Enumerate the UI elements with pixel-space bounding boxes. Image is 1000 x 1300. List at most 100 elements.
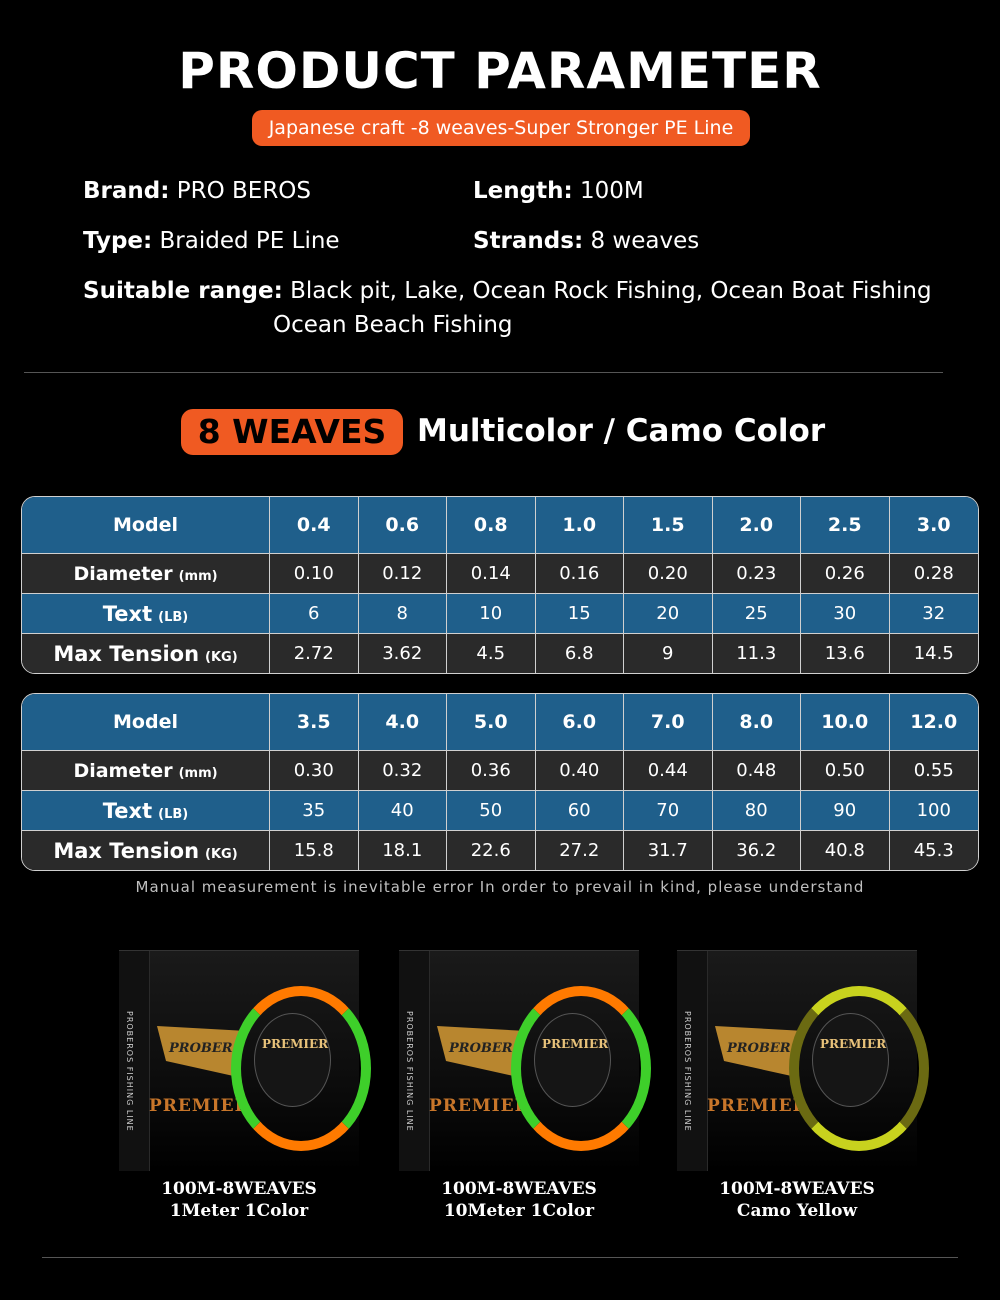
table-row-text: Text (LB) 6 8 10 15 20 25 30 32 [22,594,978,634]
diameter-cell: 0.55 [889,751,978,791]
tension-cell: 36.2 [712,831,801,870]
premier-text: PREMIER [429,1096,530,1116]
subtitle-badge: Japanese craft -8 weaves-Super Stronger … [252,110,750,146]
table-row-diameter: Diameter (mm) 0.30 0.32 0.36 0.40 0.44 0.48 0.5… [22,751,978,791]
tension-cell: 40.8 [801,831,890,870]
product-card: PROBEROS FISHING LINE PROBER PREMIER PREMIE… [119,950,371,1230]
table-row-tension: Max Tension (KG) 15.8 18.1 22.6 27.2 31.7 36.2… [22,831,978,870]
tension-cell: 9 [624,634,713,673]
product-box-image: PROBEROS FISHING LINE PROBER PREMIER PREMIE… [399,950,651,1171]
model-cell: 0.4 [270,497,359,554]
tension-cell: 13.6 [801,634,890,673]
product-caption-line1: 100M-8WEAVES [441,1179,597,1199]
text-cell: 25 [712,594,801,634]
text-cell: 15 [535,594,624,634]
product-caption: 100M-8WEAVES 1Meter 1Color [119,1178,359,1222]
brand-name: PROBER [727,1041,791,1056]
row-label-model: Model [22,694,270,751]
row-label-tension: Max Tension (KG) [22,634,270,673]
table-row-tension: Max Tension (KG) 2.72 3.62 4.5 6.8 9 11.3 13.6 1… [22,634,978,673]
row-label-diameter-text: Diameter [73,759,173,782]
product-caption-line1: 100M-8WEAVES [161,1179,317,1199]
diameter-cell: 0.12 [358,554,447,594]
product-box-image: PROBEROS FISHING LINE PROBER PREMIER PREMIE… [677,950,929,1171]
tension-cell: 31.7 [624,831,713,870]
table-row-text: Text (LB) 35 40 50 60 70 80 90 100 [22,791,978,831]
diameter-cell: 0.20 [624,554,713,594]
page-title: PRODUCT PARAMETER [178,42,822,100]
spec-strands: Strands: 8 weaves [473,228,699,254]
product-caption-line2: 1Meter 1Color [169,1201,309,1221]
brand-name: PROBER [169,1041,233,1056]
row-label-text-unit: (LB) [158,806,189,822]
diameter-cell: 0.10 [270,554,359,594]
model-cell: 2.5 [801,497,890,554]
row-label-diameter: Diameter (mm) [22,554,270,594]
brand-name: PROBER [449,1041,513,1056]
product-box-image: PROBEROS FISHING LINE PROBER PREMIER PREMIE… [119,950,371,1171]
text-cell: 30 [801,594,890,634]
tension-cell: 14.5 [889,634,978,673]
box-side-panel: PROBEROS FISHING LINE [119,951,150,1171]
model-cell: 5.0 [447,694,536,751]
row-label-diameter-unit: (mm) [178,765,218,781]
spec-brand-value: PRO BEROS [176,178,312,204]
spec-table-1: Model 0.4 0.6 0.8 1.0 1.5 2.0 2.5 3.0 Diameter (… [21,496,979,674]
row-label-text-unit: (LB) [158,609,189,625]
text-cell: 6 [270,594,359,634]
row-label-text-text: Text [102,798,153,823]
model-cell: 4.0 [358,694,447,751]
diameter-cell: 0.28 [889,554,978,594]
table-row-diameter: Diameter (mm) 0.10 0.12 0.14 0.16 0.20 0.23 0.2… [22,554,978,594]
line-spool [789,986,929,1151]
model-cell: 10.0 [801,694,890,751]
model-cell: 3.5 [270,694,359,751]
row-label-tension: Max Tension (KG) [22,831,270,870]
tension-cell: 18.1 [358,831,447,870]
spec-brand: Brand: PRO BEROS [83,178,311,204]
table-row-model: Model 0.4 0.6 0.8 1.0 1.5 2.0 2.5 3.0 [22,497,978,554]
diameter-cell: 0.26 [801,554,890,594]
weaves-badge: 8 WEAVES [181,409,403,455]
row-label-diameter-unit: (mm) [178,568,218,584]
spec-table-2: Model 3.5 4.0 5.0 6.0 7.0 8.0 10.0 12.0 Diamete… [21,693,979,871]
spec-range-label: Suitable range: [83,278,283,304]
spec-length-label: Length: [473,178,573,204]
diameter-cell: 0.40 [535,751,624,791]
text-cell: 50 [447,791,536,831]
spool-center [254,1013,331,1107]
diameter-cell: 0.36 [447,751,536,791]
tension-cell: 2.72 [270,634,359,673]
spec-brand-label: Brand: [83,178,170,204]
model-cell: 3.0 [889,497,978,554]
spool-center [812,1013,889,1107]
text-cell: 100 [889,791,978,831]
model-cell: 7.0 [624,694,713,751]
text-cell: 70 [624,791,713,831]
spool-center [534,1013,611,1107]
diameter-cell: 0.48 [712,751,801,791]
model-cell: 0.8 [447,497,536,554]
spec-strands-value: 8 weaves [590,228,700,254]
spec-range-value-line2: Ocean Beach Fishing [273,312,513,338]
tension-cell: 27.2 [535,831,624,870]
row-label-tension-text: Max Tension [53,838,200,863]
box-side-text: PROBEROS FISHING LINE [125,1011,134,1132]
premier-text: PREMIER [707,1096,808,1116]
row-label-tension-unit: (KG) [205,649,238,665]
product-caption: 100M-8WEAVES Camo Yellow [677,1178,917,1222]
tension-cell: 15.8 [270,831,359,870]
text-cell: 10 [447,594,536,634]
row-label-tension-text: Max Tension [53,641,200,666]
row-label-text: Text (LB) [22,594,270,634]
diameter-cell: 0.32 [358,751,447,791]
row-label-diameter: Diameter (mm) [22,751,270,791]
model-cell: 8.0 [712,694,801,751]
measurement-note: Manual measurement is inevitable error I… [135,878,865,896]
text-cell: 20 [624,594,713,634]
diameter-cell: 0.44 [624,751,713,791]
text-cell: 32 [889,594,978,634]
row-label-model: Model [22,497,270,554]
diameter-cell: 0.23 [712,554,801,594]
text-cell: 8 [358,594,447,634]
